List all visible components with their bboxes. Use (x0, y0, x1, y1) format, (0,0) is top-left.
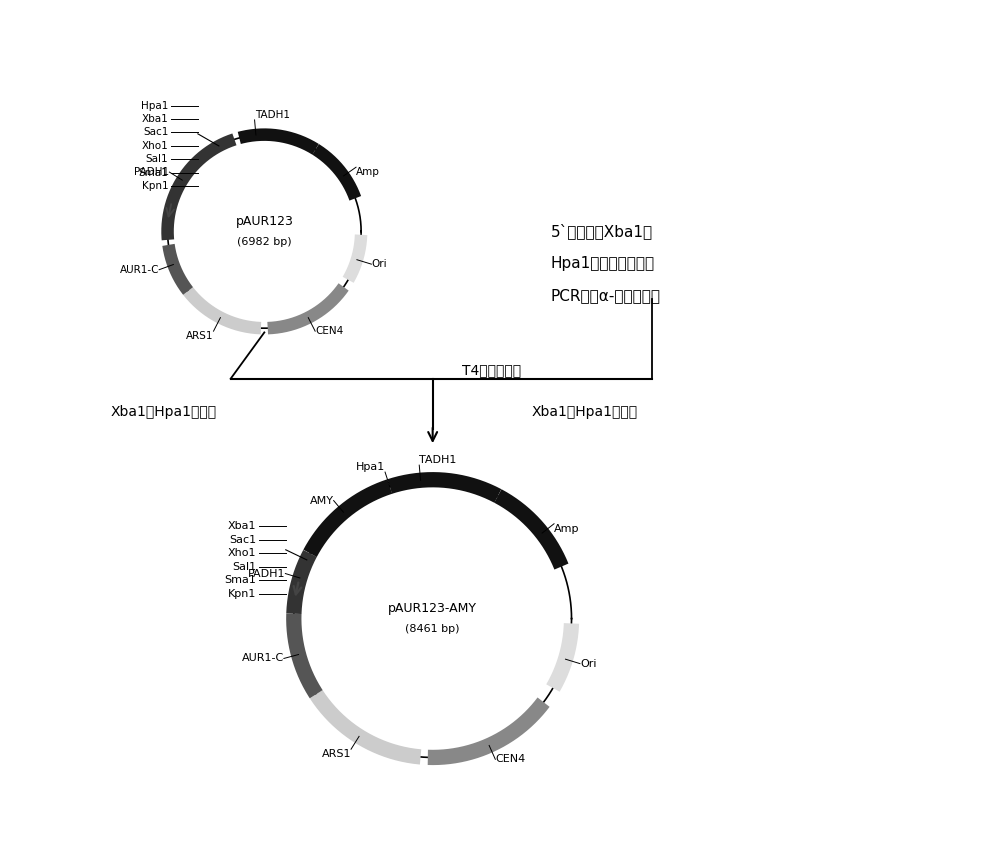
Text: Xba1和Hpa1双酶切: Xba1和Hpa1双酶切 (110, 405, 216, 419)
Text: Ori: Ori (580, 659, 596, 669)
Text: ARS1: ARS1 (186, 332, 214, 341)
Text: AUR1-C: AUR1-C (242, 654, 284, 664)
Text: Sal1: Sal1 (232, 562, 256, 572)
Text: Hpa1: Hpa1 (356, 462, 385, 472)
Text: AMY: AMY (310, 496, 334, 506)
Text: Sac1: Sac1 (143, 128, 168, 138)
Text: PADH1: PADH1 (134, 167, 169, 177)
Text: (8461 bp): (8461 bp) (405, 624, 460, 634)
Text: 5`端分别有Xba1和: 5`端分别有Xba1和 (551, 224, 653, 240)
Text: Hpa1酶切位点的引物: Hpa1酶切位点的引物 (551, 256, 655, 271)
Text: Hpa1: Hpa1 (141, 100, 168, 110)
Text: (6982 bp): (6982 bp) (237, 236, 292, 246)
Text: CEN4: CEN4 (315, 326, 343, 336)
Text: Sma1: Sma1 (139, 168, 168, 178)
Text: Ori: Ori (371, 259, 387, 269)
Text: TADH1: TADH1 (419, 455, 457, 465)
Text: CEN4: CEN4 (495, 754, 526, 764)
Text: Xba1: Xba1 (142, 114, 168, 124)
Text: Sal1: Sal1 (146, 155, 168, 164)
Text: Sma1: Sma1 (224, 575, 256, 585)
Text: pAUR123-AMY: pAUR123-AMY (388, 602, 477, 615)
Text: Xba1和Hpa1双酶切: Xba1和Hpa1双酶切 (531, 405, 637, 419)
Text: Kpn1: Kpn1 (228, 588, 256, 598)
Text: AUR1-C: AUR1-C (120, 264, 159, 275)
Text: Sac1: Sac1 (229, 535, 256, 545)
Text: TADH1: TADH1 (255, 110, 290, 120)
Text: Amp: Amp (554, 524, 580, 534)
Text: PCR扩增α-淠粉酶基因: PCR扩增α-淠粉酶基因 (551, 288, 661, 303)
Text: Xba1: Xba1 (228, 521, 256, 531)
Text: Amp: Amp (356, 167, 380, 177)
Text: T4连接酶连接: T4连接酶连接 (462, 363, 521, 377)
Text: pAUR123: pAUR123 (235, 215, 293, 228)
Text: Kpn1: Kpn1 (142, 181, 168, 191)
Text: Xho1: Xho1 (142, 141, 168, 151)
Text: PADH1: PADH1 (248, 569, 285, 579)
Text: Xho1: Xho1 (228, 548, 256, 558)
Text: ARS1: ARS1 (322, 749, 351, 759)
